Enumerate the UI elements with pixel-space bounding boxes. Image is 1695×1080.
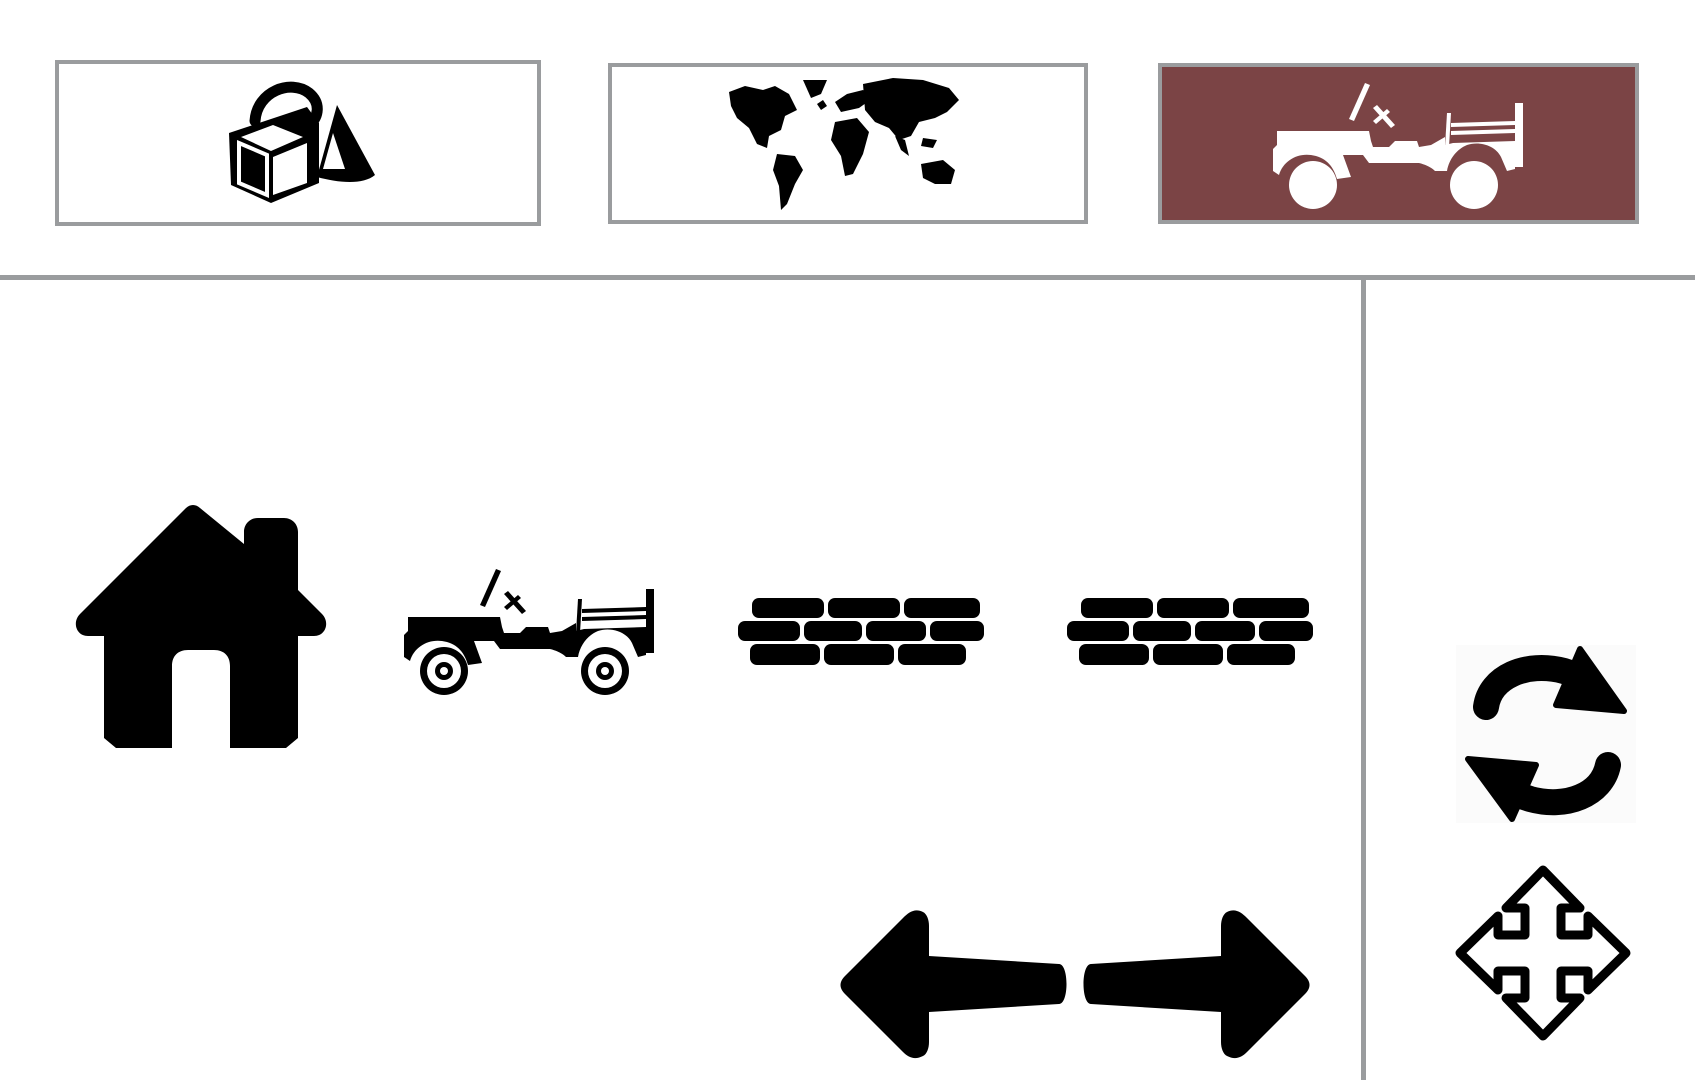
move-icon — [1455, 865, 1631, 1041]
brick-wall-icon — [736, 596, 986, 668]
jeep-icon — [400, 565, 660, 695]
rotate-button[interactable] — [1456, 645, 1636, 828]
brick-wall-item[interactable] — [1065, 596, 1315, 673]
tab-vehicles[interactable] — [1158, 63, 1639, 224]
tab-world[interactable] — [608, 63, 1088, 224]
jeep-icon — [1269, 79, 1529, 209]
move-button[interactable] — [1452, 862, 1634, 1049]
flip-button[interactable] — [835, 908, 1315, 1065]
brick-wall-icon — [1065, 596, 1315, 668]
rotate-icon — [1456, 645, 1636, 823]
brick-wall-item[interactable] — [736, 596, 986, 673]
sidebar-divider — [1361, 280, 1366, 1080]
shapes-icon — [229, 81, 375, 203]
flip-left-right-icon — [840, 910, 1310, 1059]
house-item[interactable] — [72, 500, 328, 763]
tab-shapes[interactable] — [55, 60, 541, 226]
house-icon — [75, 505, 327, 748]
world-map-icon — [729, 77, 959, 210]
toolbar-divider — [0, 275, 1695, 280]
jeep-item[interactable] — [400, 565, 660, 700]
